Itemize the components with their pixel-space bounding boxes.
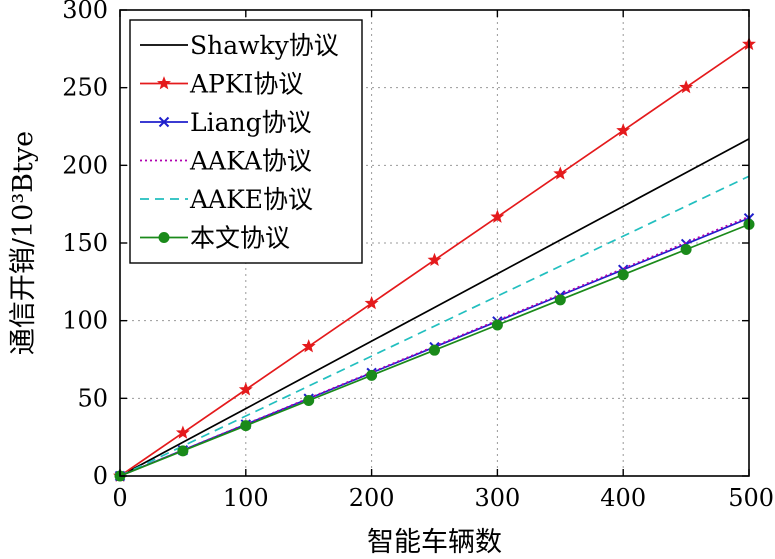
y-tick-label: 50	[77, 384, 108, 412]
data-point	[429, 344, 440, 356]
data-point	[617, 269, 629, 281]
legend-item: AAKE协议	[140, 185, 313, 214]
legend-item: APKI协议	[140, 70, 303, 99]
x-tick-label: 300	[474, 484, 520, 512]
data-point	[490, 209, 505, 223]
x-tick-label: 400	[600, 484, 646, 512]
data-point	[238, 382, 253, 396]
x-tick-label: 0	[112, 484, 127, 512]
legend-label: 本文协议	[190, 224, 290, 253]
data-point	[679, 80, 694, 94]
data-point	[158, 232, 170, 243]
y-tick-label: 150	[62, 229, 108, 257]
data-point-stroke	[158, 116, 170, 128]
y-axis-label: 通信开销/10³Btye	[8, 131, 39, 355]
series-line	[119, 138, 750, 477]
x-tick-label: 100	[223, 484, 269, 512]
x-tick-label: 500	[728, 484, 774, 512]
y-tick-label: 100	[62, 307, 108, 335]
data-point	[553, 166, 568, 180]
data-point	[680, 244, 692, 256]
y-tick-label: 250	[62, 74, 108, 102]
data-point	[491, 319, 503, 331]
data-point	[158, 116, 170, 128]
x-axis-label: 智能车辆数	[367, 527, 502, 558]
data-point	[427, 252, 442, 267]
y-tick-label: 200	[62, 151, 108, 179]
data-point	[301, 339, 316, 353]
data-point	[177, 445, 189, 457]
legend-label: Shawky协议	[190, 31, 339, 60]
data-point	[554, 294, 566, 306]
data-point	[364, 295, 379, 310]
data-point	[616, 123, 631, 137]
data-point	[366, 369, 378, 381]
data-point	[240, 420, 252, 432]
data-point	[175, 425, 190, 439]
legend-label: Liang协议	[190, 108, 312, 137]
legend-item: Shawky协议	[140, 31, 339, 60]
data-point	[303, 395, 315, 407]
series-line	[119, 175, 750, 477]
series	[119, 175, 750, 477]
legend-item: Liang协议	[140, 108, 312, 137]
ticks: 0 100 200 300 400 500 0 50 100 150 200 250 300	[62, 0, 774, 512]
legend-label: AAKE协议	[189, 185, 313, 214]
y-tick-label: 300	[62, 0, 108, 24]
x-tick-label: 200	[349, 484, 395, 512]
legend-box	[129, 19, 363, 264]
legend-label: AAKA协议	[189, 147, 312, 176]
data-point	[157, 76, 171, 90]
y-tick-label: 0	[93, 462, 108, 490]
series	[119, 138, 750, 477]
legend-label: APKI协议	[189, 70, 303, 99]
legend-item: AAKA协议	[140, 147, 312, 176]
legend-item: 本文协议	[140, 224, 290, 253]
